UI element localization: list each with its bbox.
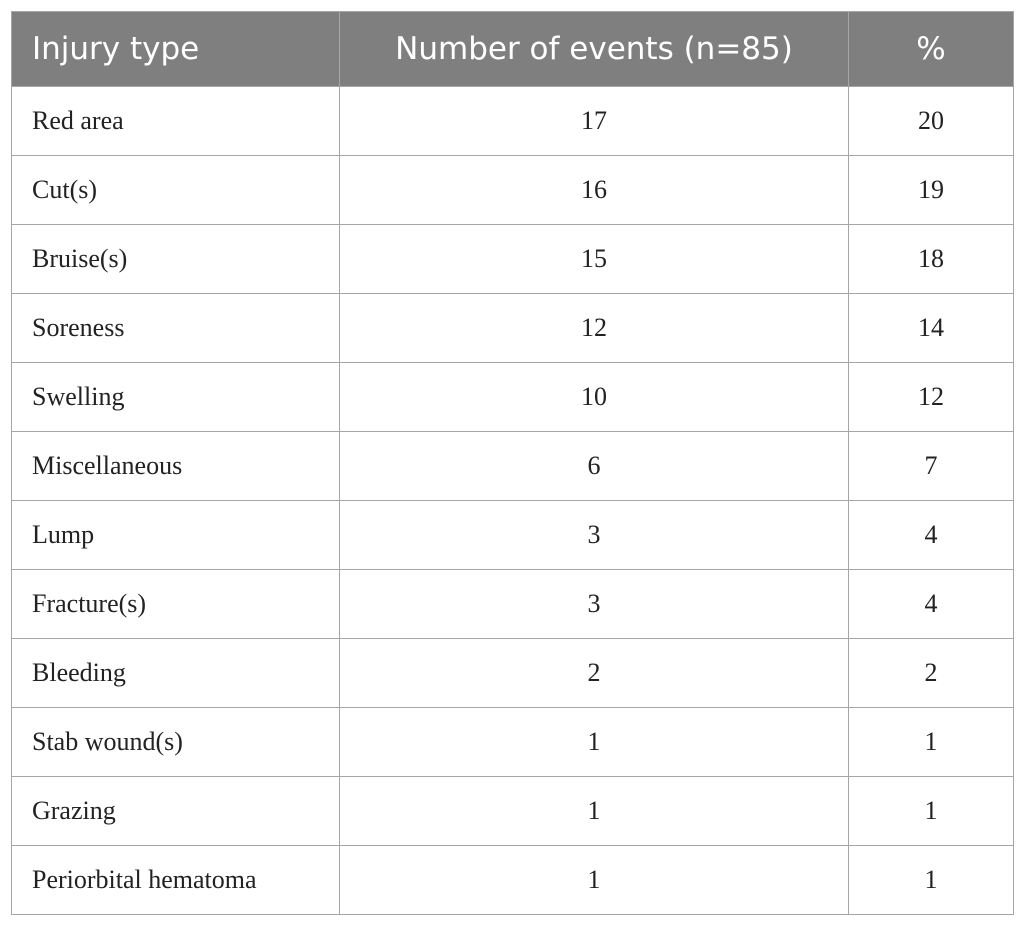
table-row: Cut(s) 16 19 (11, 155, 1014, 225)
cell-percent: 12 (848, 362, 1014, 432)
cell-number-of-events: 3 (339, 569, 849, 639)
cell-number-of-events: 12 (339, 293, 849, 363)
cell-injury-type: Soreness (11, 293, 340, 363)
cell-percent: 4 (848, 569, 1014, 639)
cell-number-of-events: 2 (339, 638, 849, 708)
cell-percent: 2 (848, 638, 1014, 708)
cell-number-of-events: 6 (339, 431, 849, 501)
cell-injury-type: Cut(s) (11, 155, 340, 225)
cell-number-of-events: 1 (339, 707, 849, 777)
table-row: Red area 17 20 (11, 86, 1014, 156)
table-body: Red area 17 20 Cut(s) 16 19 Bruise(s) 15 18 Soren… (11, 86, 1014, 915)
cell-percent: 1 (848, 707, 1014, 777)
table-row: Soreness 12 14 (11, 293, 1014, 363)
table-row: Bleeding 2 2 (11, 638, 1014, 708)
cell-percent: 7 (848, 431, 1014, 501)
header-number-of-events: Number of events (n=85) (339, 11, 849, 87)
cell-number-of-events: 1 (339, 845, 849, 915)
header-injury-type: Injury type (11, 11, 340, 87)
cell-percent: 1 (848, 845, 1014, 915)
header-percent: % (848, 11, 1014, 87)
cell-injury-type: Swelling (11, 362, 340, 432)
cell-percent: 4 (848, 500, 1014, 570)
cell-percent: 1 (848, 776, 1014, 846)
cell-number-of-events: 10 (339, 362, 849, 432)
cell-injury-type: Fracture(s) (11, 569, 340, 639)
table-row: Stab wound(s) 1 1 (11, 707, 1014, 777)
cell-percent: 18 (848, 224, 1014, 294)
cell-number-of-events: 15 (339, 224, 849, 294)
cell-number-of-events: 16 (339, 155, 849, 225)
injury-table: Injury type Number of events (n=85) % Re… (11, 11, 1014, 915)
cell-number-of-events: 17 (339, 86, 849, 156)
cell-injury-type: Red area (11, 86, 340, 156)
cell-percent: 14 (848, 293, 1014, 363)
cell-injury-type: Bruise(s) (11, 224, 340, 294)
table-row: Lump 3 4 (11, 500, 1014, 570)
cell-injury-type: Grazing (11, 776, 340, 846)
table-header: Injury type Number of events (n=85) % (11, 11, 1014, 87)
table-row: Fracture(s) 3 4 (11, 569, 1014, 639)
cell-injury-type: Miscellaneous (11, 431, 340, 501)
cell-number-of-events: 3 (339, 500, 849, 570)
table-row: Miscellaneous 6 7 (11, 431, 1014, 501)
cell-injury-type: Stab wound(s) (11, 707, 340, 777)
table-row: Bruise(s) 15 18 (11, 224, 1014, 294)
cell-number-of-events: 1 (339, 776, 849, 846)
table-row: Grazing 1 1 (11, 776, 1014, 846)
injury-table-container: Injury type Number of events (n=85) % Re… (11, 11, 1014, 915)
cell-percent: 19 (848, 155, 1014, 225)
cell-injury-type: Lump (11, 500, 340, 570)
table-row: Swelling 10 12 (11, 362, 1014, 432)
table-row: Periorbital hematoma 1 1 (11, 845, 1014, 915)
header-row: Injury type Number of events (n=85) % (11, 11, 1014, 87)
cell-percent: 20 (848, 86, 1014, 156)
cell-injury-type: Periorbital hematoma (11, 845, 340, 915)
cell-injury-type: Bleeding (11, 638, 340, 708)
